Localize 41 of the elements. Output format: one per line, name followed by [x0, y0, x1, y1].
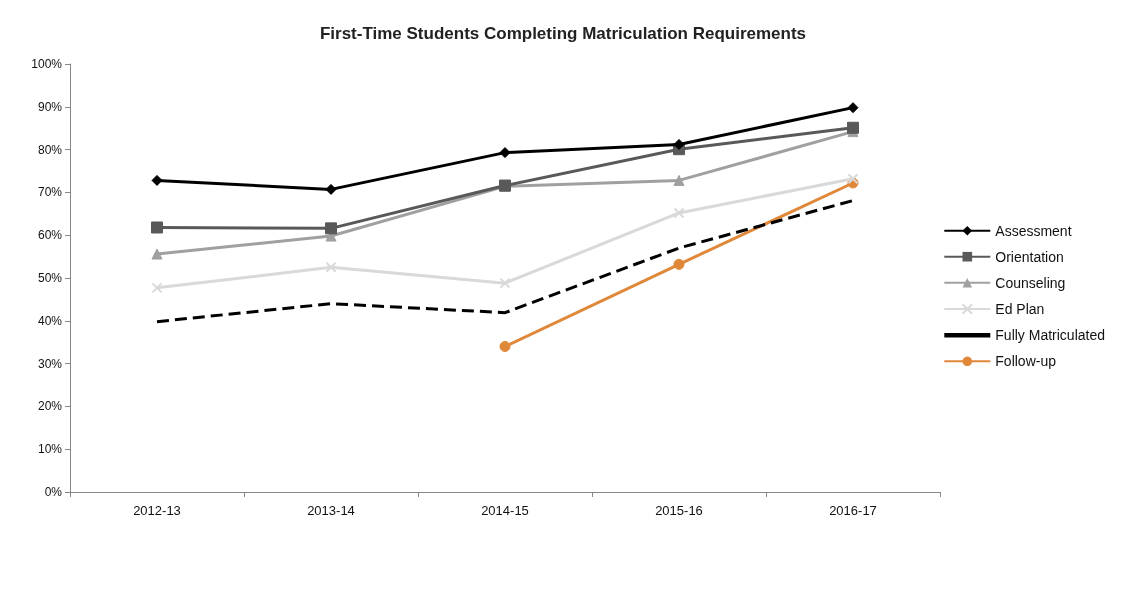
y-tick-label: 90%	[37, 99, 63, 114]
x-tick-label: 2015-16	[655, 503, 703, 518]
point	[499, 277, 511, 289]
legend-label: Fully Matriculated	[995, 327, 1105, 344]
point	[325, 183, 337, 195]
point	[151, 174, 163, 186]
y-tick-label: 60%	[37, 228, 63, 243]
point	[499, 147, 511, 159]
point	[151, 282, 163, 294]
x-tick-label: 2012-13	[133, 503, 181, 518]
chart-title: First-Time Students Completing Matriculation Requirements	[319, 24, 807, 43]
legend-label: Orientation	[995, 248, 1064, 265]
point	[673, 207, 685, 219]
y-tick-label: 80%	[37, 142, 63, 157]
point	[151, 221, 163, 234]
point	[847, 173, 859, 185]
x-tick-label: 2016-17	[829, 503, 877, 518]
legend-label: Counseling	[995, 274, 1066, 291]
legend-label: Assessment	[995, 222, 1072, 239]
y-tick-label: 20%	[37, 399, 63, 414]
legend-label: Follow-up	[995, 353, 1057, 370]
y-tick-label: 100%	[31, 57, 63, 71]
point	[151, 248, 163, 260]
point	[673, 174, 685, 186]
point	[673, 258, 685, 270]
line-series	[155, 199, 855, 324]
point	[847, 121, 859, 134]
point	[673, 138, 685, 150]
point	[325, 222, 337, 235]
y-tick-label: 10%	[37, 442, 63, 457]
y-tick-label: 70%	[37, 185, 63, 200]
y-tick-label: 30%	[37, 356, 63, 371]
x-tick-label: 2013-14	[307, 503, 355, 518]
point	[847, 102, 859, 114]
x-tick-label: 2014-15	[481, 503, 529, 518]
point	[325, 261, 337, 273]
y-tick-label: 0%	[44, 485, 63, 499]
point	[499, 340, 511, 352]
y-tick-label: 50%	[37, 271, 63, 285]
legend-label: Ed Plan	[995, 301, 1045, 317]
y-tick-label: 40%	[37, 313, 63, 328]
